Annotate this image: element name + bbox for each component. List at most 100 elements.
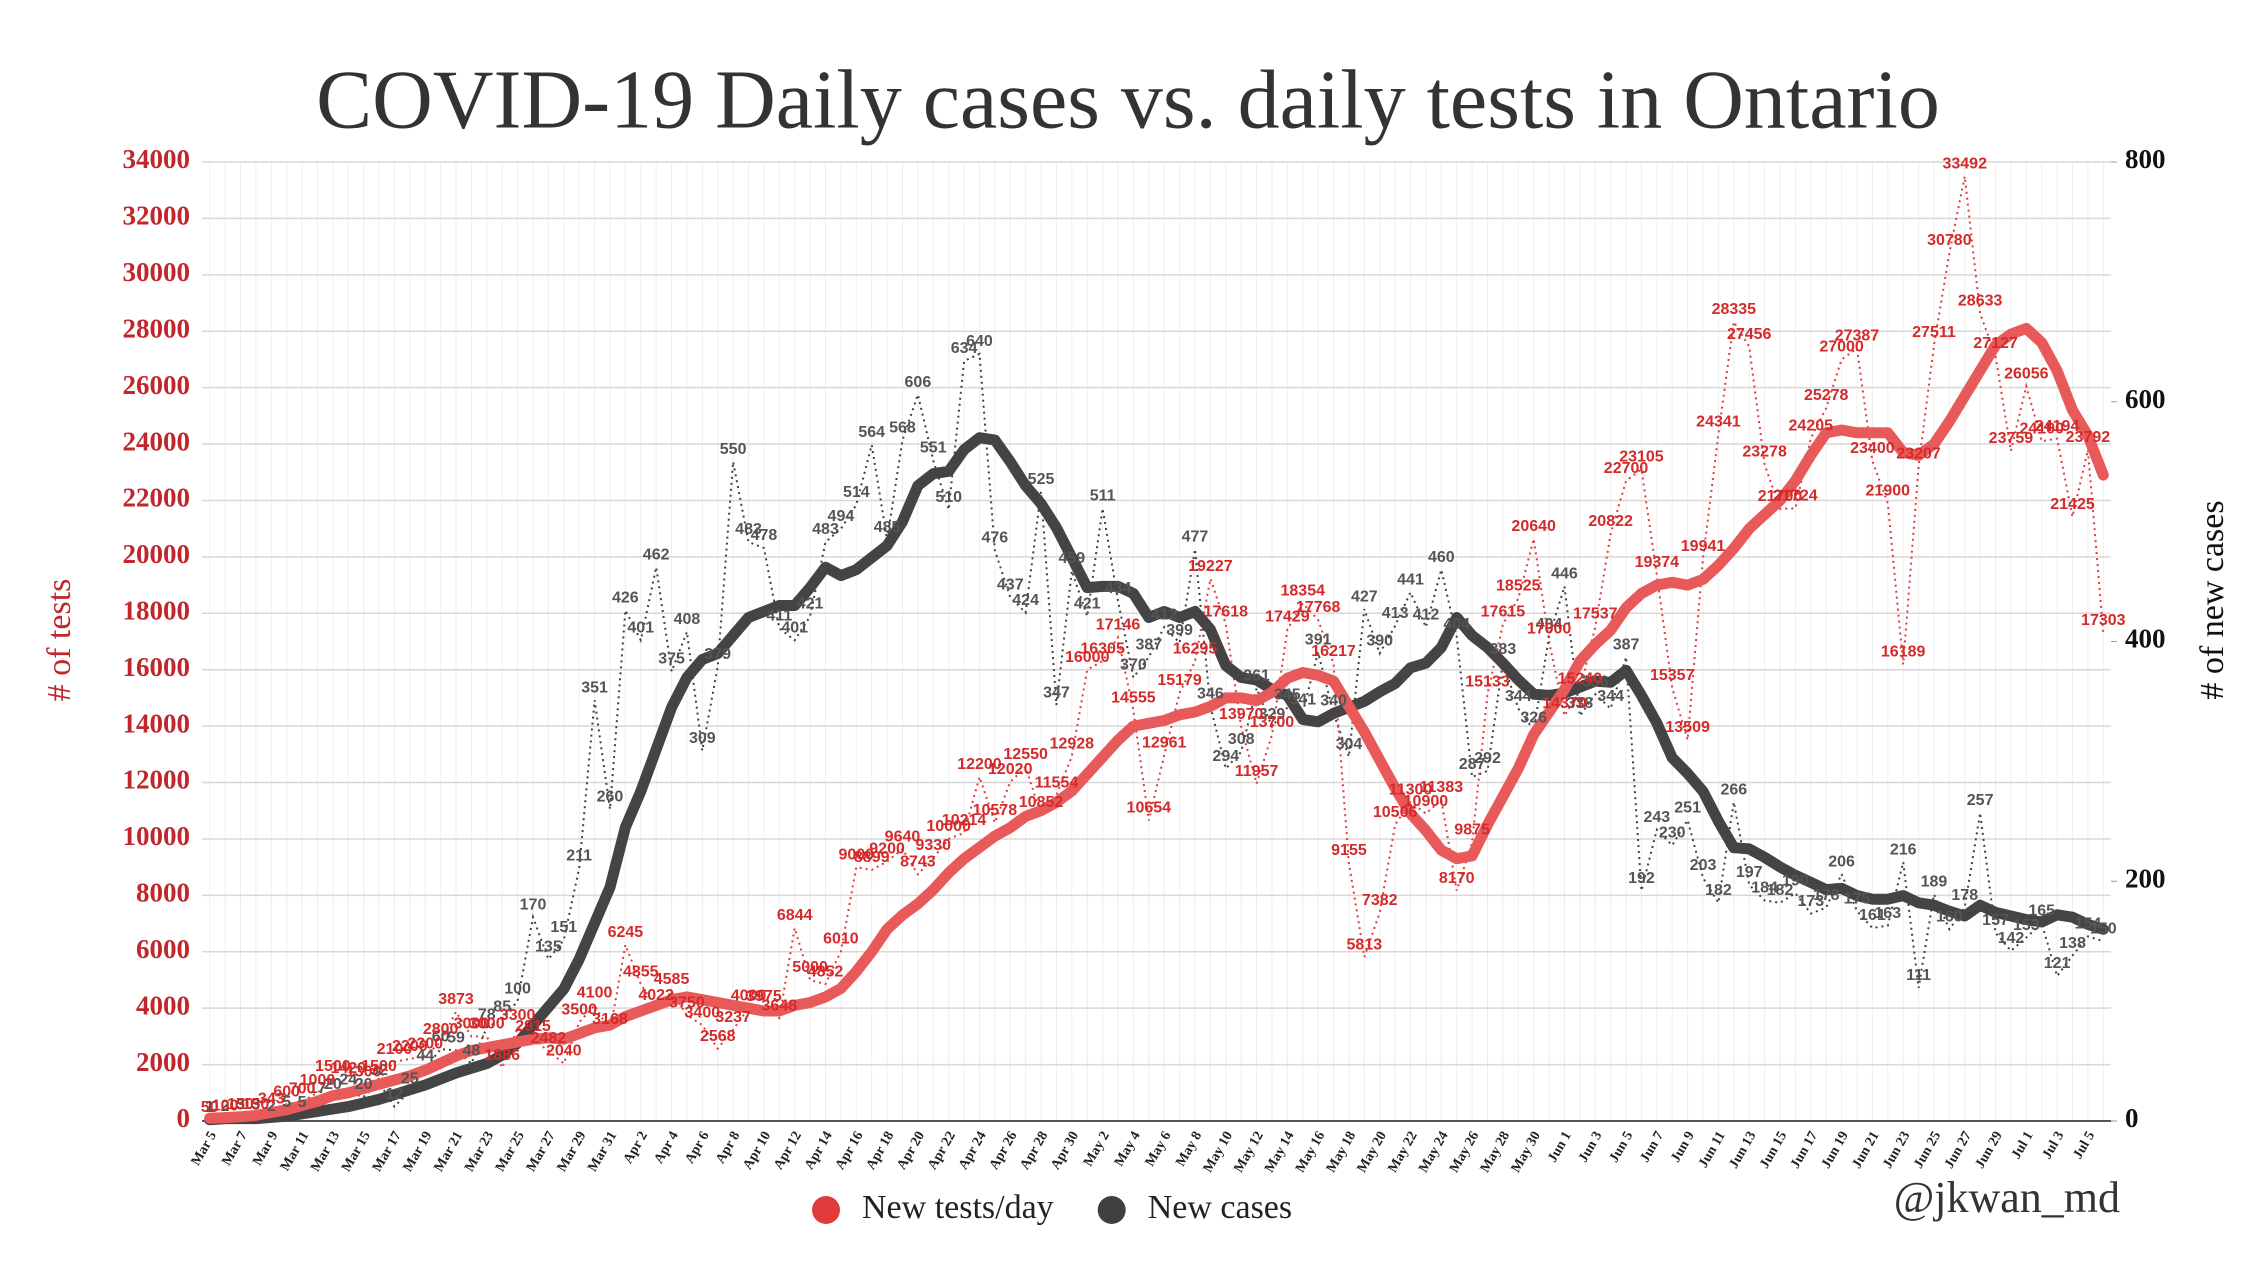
data-label: 12550 xyxy=(1003,746,1048,763)
data-label: 23400 xyxy=(1850,440,1895,457)
data-label: 230 xyxy=(1659,825,1686,842)
y-tick-label: 30000 xyxy=(123,257,191,287)
data-label: 48 xyxy=(463,1043,481,1060)
data-label: 390 xyxy=(1366,633,1393,650)
x-tick-label: Jul 3 xyxy=(2040,1129,2068,1162)
x-tick-label: Jun 11 xyxy=(1696,1129,1729,1171)
data-label: 351 xyxy=(581,679,608,696)
data-label: 1420 xyxy=(330,1060,366,1077)
x-tick-label: Mar 31 xyxy=(585,1129,620,1174)
x-tick-label: Jun 7 xyxy=(1638,1129,1668,1165)
data-label: 151 xyxy=(550,919,577,936)
data-label: 15179 xyxy=(1157,672,1202,689)
credit: @jkwan_md xyxy=(1894,1173,2120,1222)
x-tick-label: Mar 29 xyxy=(555,1129,590,1174)
x-tick-label: Jun 1 xyxy=(1545,1129,1575,1165)
data-label: 514 xyxy=(843,484,870,501)
data-label: 25 xyxy=(401,1070,419,1087)
data-label: 21700 xyxy=(1758,488,1803,505)
data-label: 345 xyxy=(1274,687,1301,704)
data-label: 11957 xyxy=(1235,763,1279,780)
data-label: 525 xyxy=(1028,471,1055,488)
y-tick-label: 28000 xyxy=(123,313,191,343)
data-label: 216 xyxy=(1890,841,1917,858)
data-label: 18525 xyxy=(1496,578,1541,595)
x-tick-label: Apr 20 xyxy=(894,1129,928,1172)
data-label: 21425 xyxy=(2050,496,2095,513)
data-label: 24100 xyxy=(2019,420,2064,437)
data-label: 551 xyxy=(920,440,947,457)
legend-label: New tests/day xyxy=(862,1189,1054,1226)
data-label: 404 xyxy=(1536,616,1563,633)
x-tick-label: Apr 4 xyxy=(652,1129,682,1166)
data-label: 14370 xyxy=(1542,695,1587,712)
data-label: 19941 xyxy=(1681,538,1726,555)
data-label: 446 xyxy=(1551,566,1578,583)
x-tick-label: Apr 18 xyxy=(864,1129,898,1172)
x-tick-label: Mar 27 xyxy=(524,1129,559,1174)
data-label: 401 xyxy=(781,620,808,637)
data-label: 7382 xyxy=(1362,892,1398,909)
data-label: 9330 xyxy=(915,837,951,854)
y2-tick-label: 600 xyxy=(2125,384,2166,414)
data-label: 3648 xyxy=(762,997,798,1014)
data-label: 17768 xyxy=(1296,599,1341,616)
data-label: 2100 xyxy=(377,1041,413,1058)
data-label: 184 xyxy=(1751,880,1778,897)
data-label: 2 xyxy=(267,1098,276,1115)
data-label: 5 xyxy=(298,1094,307,1111)
data-label: 511 xyxy=(1090,488,1116,505)
data-label: 568 xyxy=(889,419,916,436)
data-label: 10506 xyxy=(1373,804,1418,821)
x-tick-label: Jun 9 xyxy=(1668,1129,1698,1165)
data-label: 17303 xyxy=(2081,612,2126,629)
data-label: 24341 xyxy=(1696,414,1741,431)
data-label: 427 xyxy=(1351,588,1378,605)
data-label: 138 xyxy=(2059,935,2086,952)
data-label: 16305 xyxy=(1080,640,1125,657)
data-label: 24 xyxy=(339,1071,357,1088)
data-label: 20 xyxy=(324,1076,342,1093)
data-label: 391 xyxy=(1305,632,1332,649)
x-tick-label: Mar 5 xyxy=(189,1129,220,1168)
data-label: 2915 xyxy=(515,1018,551,1035)
data-label: 338 xyxy=(1567,695,1594,712)
x-tick-label: May 30 xyxy=(1509,1129,1544,1175)
x-tick-label: Jun 5 xyxy=(1607,1129,1637,1165)
data-label: 379 xyxy=(704,646,731,663)
x-tick-label: Apr 16 xyxy=(833,1129,867,1172)
data-label: 10654 xyxy=(1127,800,1172,817)
data-label: 8899 xyxy=(854,849,890,866)
data-label: 17429 xyxy=(1265,609,1310,626)
data-label: 3000 xyxy=(469,1016,505,1033)
data-label: 485 xyxy=(874,519,901,536)
y-tick-label: 0 xyxy=(177,1103,191,1133)
y-tick-label: 22000 xyxy=(123,483,191,513)
data-label: 404 xyxy=(1443,616,1470,633)
legend-label: New cases xyxy=(1148,1189,1292,1226)
chart-title: COVID-19 Daily cases vs. daily tests in … xyxy=(316,53,1940,146)
data-label: 19374 xyxy=(1635,554,1680,571)
data-label: 111 xyxy=(1906,967,1931,984)
data-label: 33492 xyxy=(1942,156,1987,173)
data-label: 150 xyxy=(2090,920,2117,937)
data-label: 175 xyxy=(1844,890,1871,907)
data-label: 28335 xyxy=(1712,301,1757,318)
data-label: 165 xyxy=(2028,902,2055,919)
data-label: 23105 xyxy=(1619,449,1664,466)
data-label: 24194 xyxy=(2035,418,2080,435)
data-label: 3300 xyxy=(500,1007,536,1024)
data-label: 21900 xyxy=(1866,483,1911,500)
y-tick-label: 12000 xyxy=(123,765,191,795)
x-tick-label: May 2 xyxy=(1081,1129,1113,1169)
data-label: 9875 xyxy=(1454,822,1490,839)
data-label: 2568 xyxy=(700,1028,736,1045)
data-label: 370 xyxy=(1120,657,1147,674)
data-label: 476 xyxy=(981,530,1008,547)
data-label: 27511 xyxy=(1912,324,1956,341)
data-label: 6010 xyxy=(823,931,859,948)
x-tick-label: Apr 12 xyxy=(771,1129,805,1172)
data-label: 163 xyxy=(1874,905,1901,922)
x-tick-label: Jul 1 xyxy=(2009,1129,2037,1162)
data-label: 9200 xyxy=(869,841,905,858)
